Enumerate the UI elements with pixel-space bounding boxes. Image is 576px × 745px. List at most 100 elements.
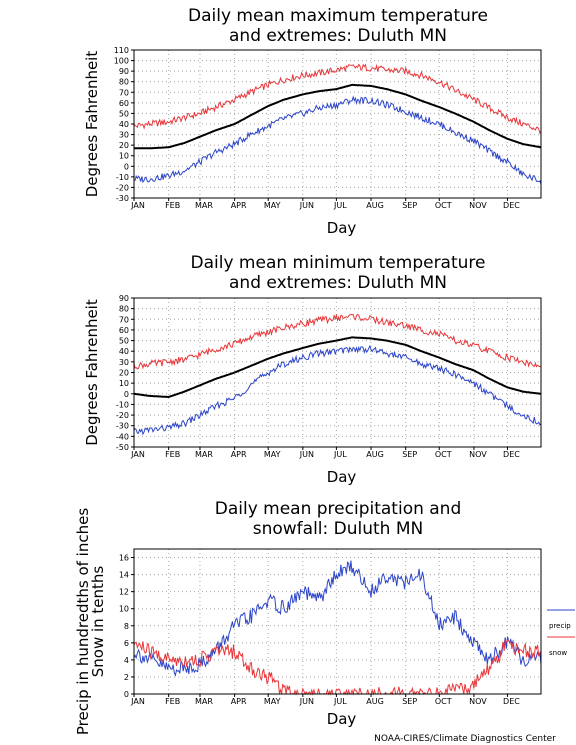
y-tick-label: 80: [119, 305, 129, 314]
series-line-max_extreme: [133, 63, 542, 135]
chart-title-line: and extremes: Duluth MN: [229, 26, 447, 46]
series-line-snow: [133, 639, 542, 696]
y-tick-label: -40: [116, 432, 129, 441]
x-tick-label: JAN: [130, 697, 145, 706]
chart-title-line: Daily mean minimum temperature: [191, 253, 486, 273]
y-tick-label: 60: [119, 326, 129, 335]
plot-frame: [133, 49, 542, 199]
x-tick-label: APR: [231, 697, 247, 706]
y-tick-label: 16: [119, 554, 129, 563]
x-axis-label: Day: [327, 468, 357, 486]
x-tick-label: JUN: [299, 697, 314, 706]
x-axis-label: Day: [327, 219, 357, 237]
x-tick-label: MAR: [195, 697, 213, 706]
y-tick-label: -10: [116, 400, 129, 409]
x-axis-label: Day: [327, 710, 357, 728]
y-tick-label: 2: [124, 673, 129, 682]
y-axis-label: Precip in hundredths of inches: [74, 508, 92, 735]
x-tick-label: MAY: [264, 697, 281, 706]
x-tick-label: APR: [231, 201, 247, 210]
series-line-precip: [133, 560, 542, 677]
y-tick-label: 8: [124, 622, 129, 631]
y-tick-label: 20: [119, 141, 129, 150]
y-tick-label: 0: [124, 690, 129, 699]
y-axis-label: Snow in tenths: [89, 566, 107, 678]
grid: [134, 50, 541, 198]
y-tick-label: 30: [119, 131, 129, 140]
y-tick-label: -30: [116, 194, 129, 203]
y-tick-label: 50: [119, 337, 129, 346]
y-tick-label: -10: [116, 173, 129, 182]
x-tick-label: SEP: [402, 697, 417, 706]
y-tick-label: 110: [114, 46, 129, 55]
x-tick-label: SEP: [402, 201, 417, 210]
x-tick-label: MAY: [264, 450, 281, 459]
y-tick-label: 40: [119, 347, 129, 356]
x-tick-label: FEB: [165, 201, 180, 210]
x-tick-label: NOV: [469, 450, 487, 459]
x-tick-label: OCT: [435, 201, 452, 210]
y-tick-label: 70: [119, 315, 129, 324]
y-axis-label: Degrees Fahrenheit: [83, 51, 101, 198]
x-tick-label: OCT: [435, 697, 452, 706]
y-tick-label: 0: [124, 162, 129, 171]
y-tick-label: 80: [119, 78, 129, 87]
x-tick-label: APR: [231, 450, 247, 459]
y-tick-label: 40: [119, 120, 129, 129]
y-tick-label: 90: [119, 294, 129, 303]
x-tick-label: JUN: [299, 201, 314, 210]
chart-title-line: and extremes: Duluth MN: [229, 273, 447, 293]
y-tick-label: 12: [119, 588, 129, 597]
y-tick-label: 10: [119, 379, 129, 388]
legend-label-precip: precip: [549, 622, 571, 630]
grid: [134, 549, 541, 694]
y-tick-label: 14: [119, 571, 129, 580]
y-tick-label: -50: [116, 443, 129, 452]
series-line-max_extreme: [133, 313, 542, 370]
chart-title-line: Daily mean maximum temperature: [188, 6, 488, 26]
y-tick-label: -20: [116, 183, 129, 192]
y-tick-label: 90: [119, 67, 129, 76]
plot-frame: [133, 297, 542, 448]
y-tick-label: -30: [116, 422, 129, 431]
credit-text: NOAA-CIRES/Climate Diagnostics Center: [374, 734, 556, 744]
x-tick-label: JUL: [333, 201, 347, 210]
legend-label-snow: snow: [549, 649, 567, 657]
x-tick-label: MAY: [264, 201, 281, 210]
y-tick-label: 20: [119, 369, 129, 378]
series-line-mean: [134, 83, 542, 150]
y-tick-label: 10: [119, 152, 129, 161]
x-tick-label: JUN: [299, 450, 314, 459]
plot-frame: [133, 548, 542, 695]
y-tick-label: 10: [119, 605, 129, 614]
x-tick-label: JAN: [130, 450, 145, 459]
chart-title-line: Daily mean precipitation and: [215, 499, 462, 519]
x-tick-label: NOV: [469, 697, 487, 706]
y-tick-label: 6: [124, 639, 129, 648]
x-tick-label: FEB: [165, 450, 180, 459]
y-tick-label: 30: [119, 358, 129, 367]
y-axis-label: Degrees Fahrenheit: [83, 299, 101, 446]
x-tick-label: DEC: [503, 697, 520, 706]
x-tick-label: DEC: [503, 450, 520, 459]
x-tick-label: DEC: [503, 201, 520, 210]
x-tick-label: SEP: [402, 450, 417, 459]
grid: [134, 298, 541, 447]
x-tick-label: MAR: [195, 201, 213, 210]
x-tick-label: MAR: [195, 450, 213, 459]
x-tick-label: AUG: [366, 697, 384, 706]
x-tick-label: JUL: [333, 697, 347, 706]
y-tick-label: 60: [119, 99, 129, 108]
x-tick-label: JAN: [130, 201, 145, 210]
x-tick-label: OCT: [435, 450, 452, 459]
x-tick-label: AUG: [366, 450, 384, 459]
series-line-min_extreme: [133, 95, 542, 185]
y-tick-label: -20: [116, 411, 129, 420]
y-tick-label: 0: [124, 390, 129, 399]
x-tick-label: NOV: [469, 201, 487, 210]
